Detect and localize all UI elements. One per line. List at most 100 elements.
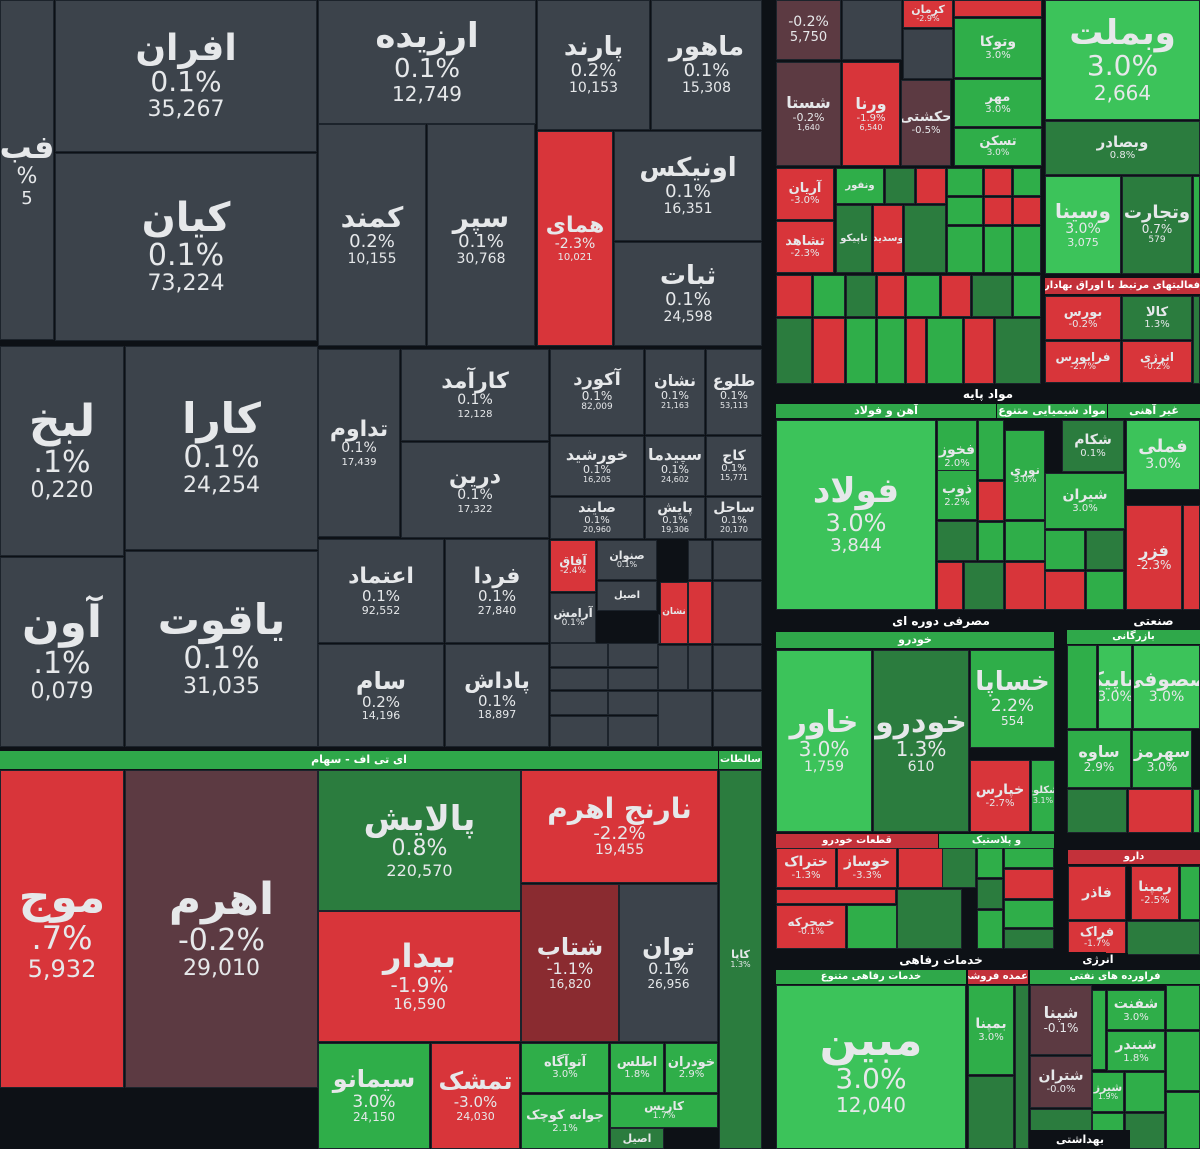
stock-tile[interactable]: همای -2.3% 10,021 [537,131,613,346]
stock-tile[interactable]: کاریس 1.7% [610,1094,718,1128]
stock-tile[interactable]: ساوه 2.9% [1067,730,1131,788]
stock-tile[interactable]: فب% 5 [0,0,54,340]
stock-tile[interactable]: فولاد 3.0% 3,844 [776,420,936,610]
stock-tile-small[interactable] [1127,921,1200,955]
stock-tile-small[interactable] [713,645,762,690]
stock-tile-small[interactable] [846,275,876,317]
stock-tile-small[interactable] [688,581,712,644]
stock-tile-small[interactable] [1193,789,1200,833]
stock-tile[interactable]: افران 0.1% 35,267 [55,0,317,152]
stock-tile[interactable]: وتجارت 0.7% 579 [1122,176,1192,274]
stock-tile-small[interactable] [847,905,897,949]
stock-tile[interactable]: فردا 0.1% 27,840 [445,539,549,643]
stock-tile[interactable]: خوساز -3.3% [837,848,897,888]
stock-tile[interactable]: شکام 0.1% [1062,420,1124,472]
stock-tile[interactable]: بورس -0.2% [1045,296,1121,340]
stock-tile-small[interactable] [813,275,845,317]
stock-tile[interactable]: سام 0.2% 14,196 [318,644,444,747]
stock-tile-small[interactable] [977,848,1003,878]
stock-tile[interactable]: وبملت 3.0% 2,664 [1045,0,1200,120]
stock-tile[interactable]: سپیدما 0.1% 24,602 [645,436,705,496]
stock-tile[interactable]: شفنت 3.0% [1107,990,1165,1030]
stock-tile[interactable]: خودران 2.9% [665,1043,718,1093]
stock-tile[interactable]: طلوع 0.1% 53,113 [706,349,762,435]
stock-tile-small[interactable] [977,879,1003,909]
stock-tile[interactable]: شیران 3.0% [1045,473,1125,529]
stock-tile[interactable]: وبصادر 0.8% [1045,121,1200,175]
stock-tile[interactable]: سهرمز 3.0% [1132,730,1192,788]
stock-tile[interactable]: خساپا 2.2% 554 [970,650,1055,748]
stock-tile-small[interactable] [947,226,983,273]
stock-tile[interactable]: نوری 3.0% [1005,430,1045,520]
stock-tile-small[interactable] [550,668,608,690]
stock-tile-small[interactable] [978,420,1004,480]
stock-tile-small[interactable] [1067,789,1127,833]
stock-tile[interactable]: تداوم 0.1% 17,439 [318,349,400,537]
stock-tile[interactable]: آفاق -2.4% [550,540,596,592]
stock-tile-small[interactable] [947,197,983,225]
stock-tile-small[interactable] [1166,1031,1200,1091]
stock-tile-small[interactable] [1128,789,1192,833]
stock-tile[interactable]: صصوفی3.0% [1133,645,1200,729]
stock-tile-small[interactable] [813,318,845,384]
stock-tile-small[interactable] [1005,521,1045,561]
stock-tile[interactable]: وسینا 3.0% 3,075 [1045,176,1121,274]
stock-tile-small[interactable] [658,645,688,690]
stock-tile[interactable]: رمپنا -2.5% [1131,866,1179,920]
stock-tile-small[interactable] [942,848,976,888]
stock-tile-small[interactable] [906,318,926,384]
stock-tile[interactable]: فزر -2.3% [1126,505,1182,610]
stock-tile[interactable]: شبندر 1.8% [1107,1031,1165,1071]
stock-tile-small[interactable] [1166,985,1200,1030]
stock-tile-small[interactable] [904,205,946,273]
stock-tile[interactable]: کالا 1.3% [1122,296,1192,340]
stock-tile-small[interactable] [1125,1113,1165,1149]
stock-tile[interactable]: ونفور [836,168,884,204]
stock-tile-small[interactable] [842,0,902,60]
stock-tile-small[interactable] [550,691,608,715]
stock-tile-small[interactable] [978,481,1004,521]
stock-tile-small[interactable] [916,168,946,204]
stock-tile-small[interactable] [977,910,1003,949]
stock-tile[interactable]: بمپنا 3.0% [968,985,1014,1075]
stock-tile[interactable]: سیمانو 3.0% 24,150 [318,1043,430,1149]
stock-tile-small[interactable] [1180,866,1200,920]
stock-tile[interactable]: پالایش 0.8% 220,570 [318,770,521,911]
stock-tile[interactable]: یاقوت 0.1% 31,035 [125,551,318,747]
stock-tile-small[interactable] [978,522,1004,561]
stock-tile-small[interactable] [550,643,608,667]
stock-tile-small[interactable] [995,318,1041,384]
stock-tile-small[interactable] [941,275,971,317]
stock-tile[interactable]: فرابورس -2.7% [1045,341,1121,383]
stock-tile-small[interactable] [608,691,658,715]
stock-tile[interactable]: آون .1% 0,079 [0,557,124,747]
stock-tile[interactable]: ذوب 2.2% [937,470,977,520]
stock-tile[interactable]: موج .7% 5,932 [0,770,124,1088]
stock-tile-small[interactable] [1067,645,1097,729]
stock-tile-small[interactable] [1183,505,1200,610]
stock-tile-small[interactable] [1005,562,1045,610]
stock-tile[interactable]: ختراک -1.3% [776,848,836,888]
stock-tile-small[interactable] [1013,226,1041,273]
stock-tile[interactable]: مبین 3.0% 12,040 [776,985,966,1149]
stock-tile[interactable]: خمحرکه -0.1% [776,905,846,949]
stock-tile-small[interactable] [947,168,983,196]
stock-tile-small[interactable] [608,643,658,667]
stock-tile[interactable]: حکشتی -0.5% [901,80,951,166]
stock-tile-small[interactable] [1004,900,1054,928]
stock-tile[interactable]: توان 0.1% 26,956 [619,884,718,1042]
stock-tile[interactable]: ورنا -1.9% 6,540 [842,62,900,166]
stock-tile-small[interactable] [608,668,658,690]
stock-tile-small[interactable] [1086,530,1124,570]
stock-tile-small[interactable] [1013,197,1041,225]
stock-tile[interactable]: فاذر [1068,866,1126,920]
stock-tile[interactable]: نارنج اهرم -2.2% 19,455 [521,770,718,883]
stock-tile-small[interactable] [1045,530,1085,570]
stock-tile[interactable]: خاور 3.0% 1,759 [776,650,872,832]
stock-tile[interactable]: صایند 0.1% 20,960 [550,497,644,539]
stock-tile[interactable]: ارزیده 0.1% 12,749 [318,0,536,124]
stock-tile[interactable]: کاپا 1.3% [719,770,762,1149]
stock-tile[interactable]: فملی 3.0% [1126,420,1200,490]
stock-tile-small[interactable] [713,581,762,644]
stock-tile-small[interactable] [1013,168,1041,196]
